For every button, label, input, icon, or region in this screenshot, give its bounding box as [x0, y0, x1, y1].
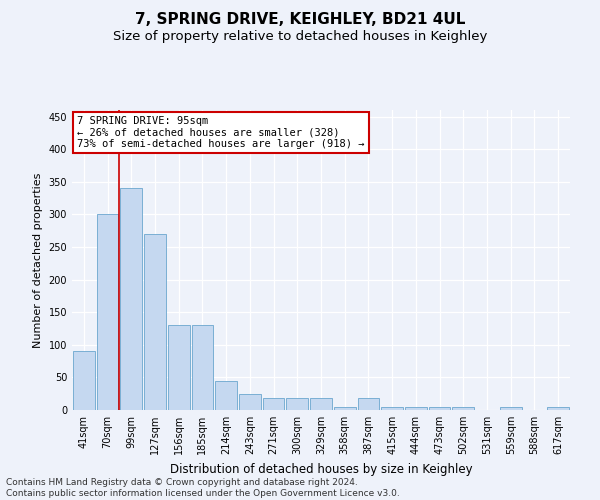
Bar: [121, 188, 142, 410]
Bar: [263, 398, 284, 410]
X-axis label: Distribution of detached houses by size in Keighley: Distribution of detached houses by size …: [170, 462, 472, 475]
Text: Size of property relative to detached houses in Keighley: Size of property relative to detached ho…: [113, 30, 487, 43]
Bar: [286, 398, 308, 410]
Text: 7, SPRING DRIVE, KEIGHLEY, BD21 4UL: 7, SPRING DRIVE, KEIGHLEY, BD21 4UL: [135, 12, 465, 28]
Bar: [405, 408, 427, 410]
Bar: [73, 352, 95, 410]
Bar: [428, 408, 451, 410]
Bar: [168, 325, 190, 410]
Bar: [191, 325, 214, 410]
Bar: [215, 380, 237, 410]
Bar: [358, 398, 379, 410]
Bar: [97, 214, 118, 410]
Bar: [547, 408, 569, 410]
Text: Contains HM Land Registry data © Crown copyright and database right 2024.
Contai: Contains HM Land Registry data © Crown c…: [6, 478, 400, 498]
Bar: [239, 394, 261, 410]
Bar: [144, 234, 166, 410]
Y-axis label: Number of detached properties: Number of detached properties: [33, 172, 43, 348]
Bar: [500, 408, 521, 410]
Bar: [381, 408, 403, 410]
Bar: [452, 408, 474, 410]
Bar: [334, 408, 356, 410]
Bar: [310, 398, 332, 410]
Text: 7 SPRING DRIVE: 95sqm
← 26% of detached houses are smaller (328)
73% of semi-det: 7 SPRING DRIVE: 95sqm ← 26% of detached …: [77, 116, 364, 149]
